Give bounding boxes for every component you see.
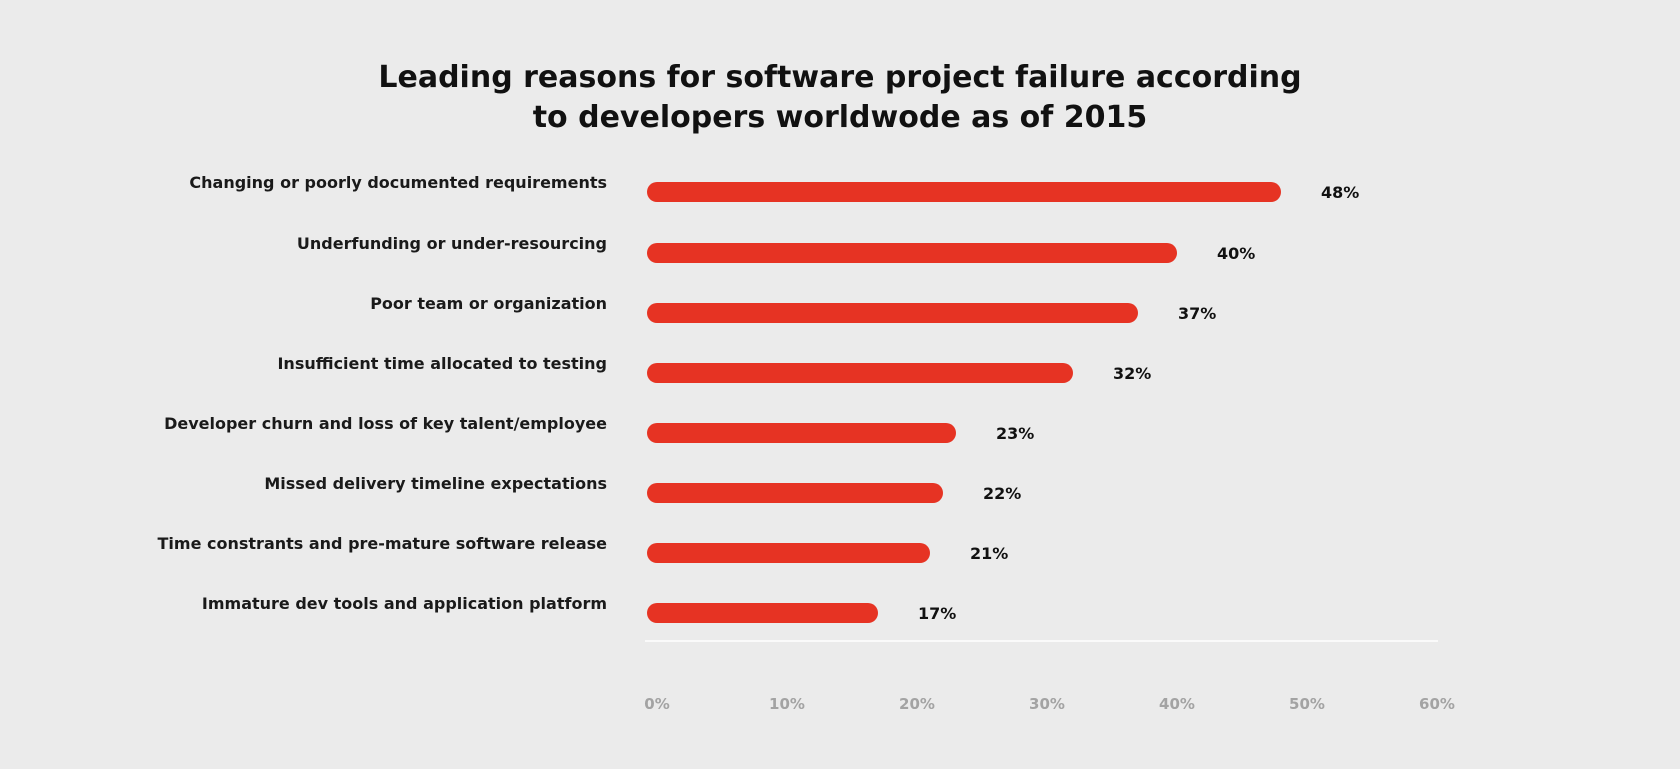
category-label: Changing or poorly documented requiremen… xyxy=(189,173,607,192)
category-label: Missed delivery timeline expectations xyxy=(264,474,607,493)
x-tick-label: 0% xyxy=(644,695,669,713)
value-label: 40% xyxy=(1217,244,1255,263)
value-label: 23% xyxy=(996,424,1034,443)
category-label: Immature dev tools and application platf… xyxy=(202,594,607,613)
x-tick-label: 20% xyxy=(899,695,935,713)
x-tick-label: 10% xyxy=(769,695,805,713)
chart-title-line-2: to developers worldwode as of 2015 xyxy=(532,100,1148,135)
category-label: Time constrants and pre-mature software … xyxy=(158,534,608,553)
bar xyxy=(647,243,1177,263)
bar xyxy=(647,603,878,623)
bar xyxy=(647,182,1281,202)
chart-title-line-1: Leading reasons for software project fai… xyxy=(378,60,1302,95)
x-tick-label: 40% xyxy=(1159,695,1195,713)
category-label: Insufficient time allocated to testing xyxy=(277,354,607,373)
category-label: Poor team or organization xyxy=(370,294,607,313)
x-tick-label: 50% xyxy=(1289,695,1325,713)
value-label: 17% xyxy=(918,604,956,623)
bar xyxy=(647,303,1138,323)
bar xyxy=(647,483,943,503)
value-label: 21% xyxy=(970,544,1008,563)
x-tick-label: 60% xyxy=(1419,695,1455,713)
bar xyxy=(647,543,930,563)
chart-title: Leading reasons for software project fai… xyxy=(0,58,1680,138)
x-tick-label: 30% xyxy=(1029,695,1065,713)
value-label: 22% xyxy=(983,484,1021,503)
value-label: 37% xyxy=(1178,304,1216,323)
value-label: 48% xyxy=(1321,183,1359,202)
value-label: 32% xyxy=(1113,364,1151,383)
category-label: Underfunding or under-resourcing xyxy=(297,234,607,253)
bar xyxy=(647,423,956,443)
category-label: Developer churn and loss of key talent/e… xyxy=(164,414,607,433)
bar xyxy=(647,363,1073,383)
